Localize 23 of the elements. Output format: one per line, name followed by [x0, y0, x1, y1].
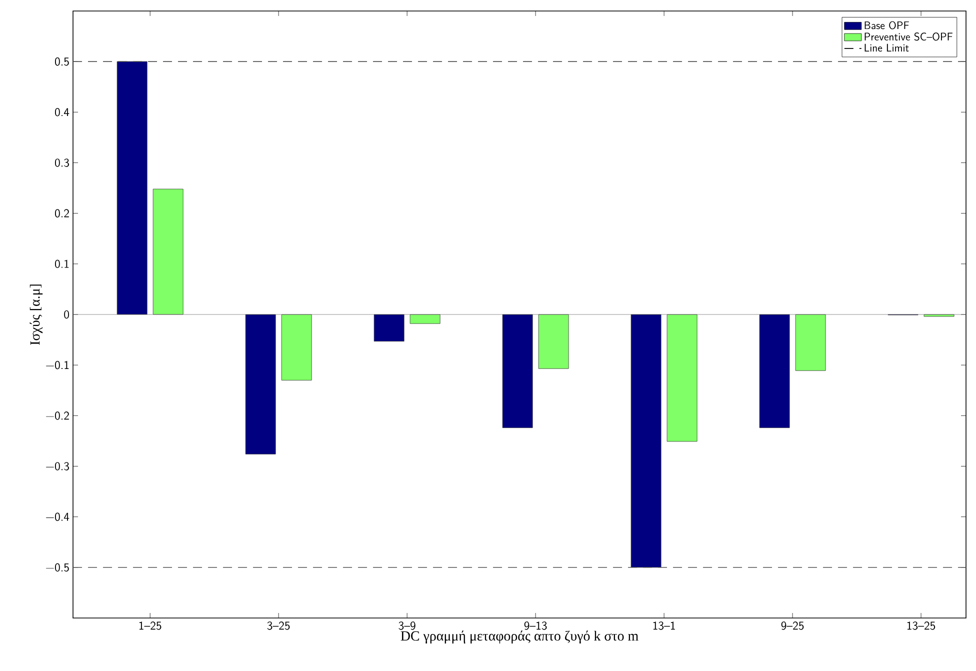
legend-label: Preventive SC–OPF: [864, 32, 952, 41]
x-tick-label: 9–25: [781, 622, 804, 630]
x-tick-label: 3–25: [267, 622, 290, 630]
x-tick-label: 3–9: [398, 622, 416, 630]
ref-line-label: Line Limit: [864, 44, 909, 52]
y-tick-label: −0.2: [46, 411, 69, 420]
y-tick-label: −0.4: [46, 512, 70, 521]
y-tick-label: −0.1: [46, 360, 69, 370]
x-axis-title: DC γραμμή μεταφοράς απτο ζυγό k στο m: [400, 630, 638, 644]
y-axis-title: Ισχύς [α.μ]: [30, 284, 43, 345]
x-tick-label: 1–25: [139, 622, 162, 630]
y-tick-label: 0: [64, 310, 69, 319]
y-tick-label: 0.5: [55, 57, 69, 66]
x-tick-label: 13–1: [653, 622, 675, 630]
y-tick-label: −0.5: [46, 563, 69, 572]
y-tick-label: 0.3: [55, 158, 69, 167]
y-tick-label: 0.4: [55, 108, 70, 116]
x-tick-label: 9–13: [524, 622, 547, 630]
y-tick-label: 0.1: [55, 260, 69, 268]
legend-label: Base OPF: [864, 21, 909, 30]
y-tick-label: 0.2: [55, 209, 69, 218]
x-tick-label: 13–25: [907, 622, 936, 630]
y-tick-label: −0.3: [46, 462, 69, 470]
